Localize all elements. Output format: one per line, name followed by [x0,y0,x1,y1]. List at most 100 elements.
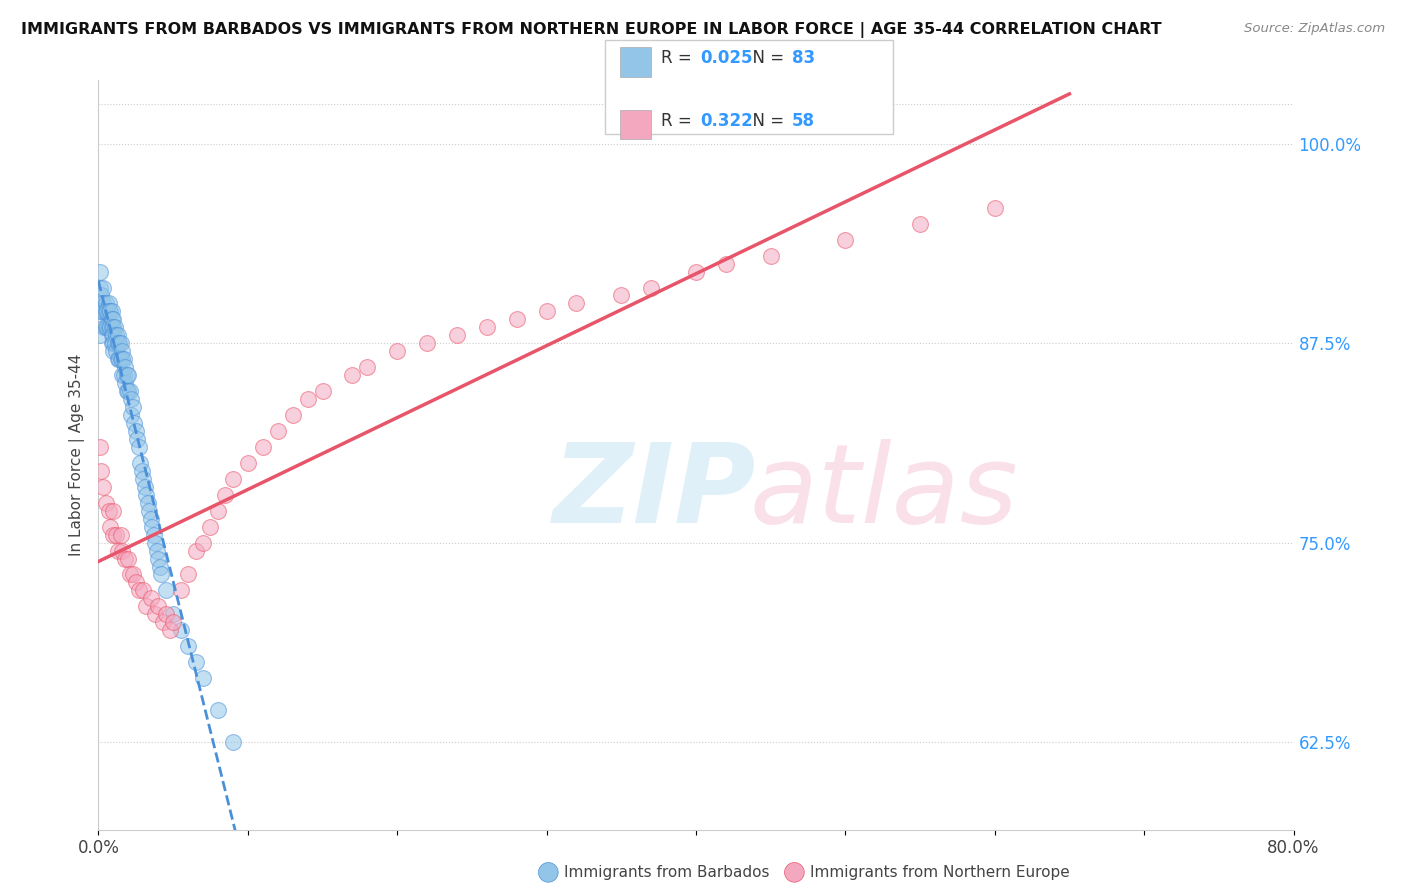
Point [114,360,136,375]
Point [125,424,148,438]
Point [132,472,155,486]
Point [107,352,129,367]
Point [97,296,120,310]
Point [139,591,162,606]
Point [136,496,159,510]
Point [90,304,112,318]
Point [148,551,170,566]
Point [103,328,125,343]
Point [120,408,142,422]
Point [475,320,498,334]
Point [236,456,259,470]
Point [93,304,115,318]
Point [297,392,319,406]
Point [117,368,139,383]
Point [94,496,117,510]
Text: IMMIGRANTS FROM BARBADOS VS IMMIGRANTS FROM NORTHERN EUROPE IN LABOR FORCE | AGE: IMMIGRANTS FROM BARBADOS VS IMMIGRANTS F… [21,22,1161,38]
Text: 83: 83 [792,49,814,67]
Point [207,504,229,518]
Point [110,352,132,367]
Point [93,320,115,334]
Text: Immigrants from Barbados: Immigrants from Barbados [564,865,769,880]
Point [98,519,122,533]
Point [267,424,290,438]
Point [139,511,162,525]
Point [101,320,124,334]
Point [103,336,125,351]
Point [111,352,134,367]
Point [222,735,245,749]
Point [131,464,153,478]
Point [759,249,782,263]
Point [94,304,117,318]
Point [200,519,222,533]
Point [117,384,139,399]
Text: Source: ZipAtlas.com: Source: ZipAtlas.com [1244,22,1385,36]
Point [111,543,134,558]
Point [118,567,141,582]
Point [103,312,125,326]
Text: ZIP: ZIP [553,439,756,546]
Point [152,615,174,630]
Point [114,551,136,566]
Point [714,257,737,271]
Point [281,408,304,422]
Point [103,320,125,334]
Point [685,264,707,278]
Point [91,280,114,294]
Point [89,440,111,454]
Point [416,336,439,351]
Point [111,368,134,383]
Point [125,575,148,590]
Point [110,527,132,541]
Point [101,336,124,351]
Point [89,304,111,318]
Point [145,543,167,558]
Point [97,504,120,518]
Y-axis label: In Labor Force | Age 35-44: In Labor Force | Age 35-44 [69,354,84,556]
Point [105,328,128,343]
Point [89,280,111,294]
Text: atlas: atlas [749,439,1018,546]
Point [121,567,143,582]
Point [90,288,112,302]
Point [94,296,117,310]
Point [610,288,633,302]
Point [115,368,138,383]
Point [128,440,150,454]
Point [117,551,139,566]
Point [98,304,122,318]
Point [207,703,229,717]
Point [103,504,125,518]
Point [135,599,157,614]
Point [104,320,127,334]
Point [103,527,125,541]
Point [111,344,134,359]
Point [128,583,150,598]
Point [134,480,156,494]
Point [105,344,128,359]
Point [142,527,165,541]
Point [96,320,118,334]
Point [385,344,409,359]
Text: Immigrants from Northern Europe: Immigrants from Northern Europe [810,865,1070,880]
Point [101,328,124,343]
Point [177,639,200,653]
Point [90,464,112,478]
Point [222,472,245,486]
Text: N =: N = [742,112,790,129]
Point [107,543,129,558]
Point [89,328,111,343]
Point [155,583,177,598]
Point [101,312,124,326]
Text: 0.322: 0.322 [700,112,754,129]
Point [155,607,177,622]
Point [150,567,173,582]
Point [138,504,160,518]
Point [640,280,662,294]
Point [169,624,191,638]
Text: 58: 58 [792,112,814,129]
Point [91,480,114,494]
Text: N =: N = [742,49,790,67]
Point [132,583,155,598]
